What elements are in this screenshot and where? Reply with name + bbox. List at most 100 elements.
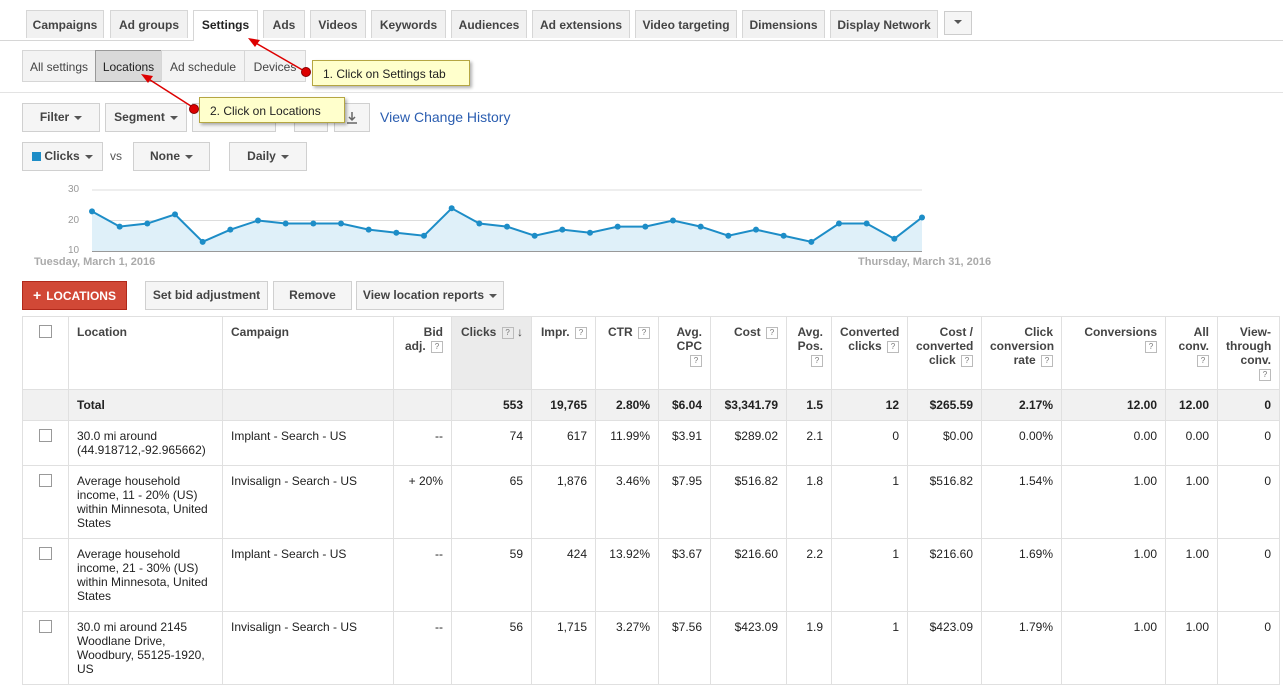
data-point[interactable] xyxy=(587,229,593,236)
row-checkbox[interactable] xyxy=(39,547,52,560)
data-point[interactable] xyxy=(282,220,289,227)
header-click-conversion-rate[interactable]: Click conversion rate ? xyxy=(981,316,1062,390)
campaign-link[interactable]: Implant - Search - US xyxy=(222,538,394,612)
data-point[interactable] xyxy=(338,220,344,227)
help-icon[interactable]: ? xyxy=(1145,340,1157,353)
data-point[interactable] xyxy=(310,220,317,227)
bid-adj-cell[interactable]: -- xyxy=(393,611,452,685)
campaign-link[interactable]: Invisalign - Search - US xyxy=(222,465,394,539)
data-point[interactable] xyxy=(227,226,234,233)
tab-videos[interactable]: Videos xyxy=(310,10,366,38)
set-bid-adjustment-button[interactable]: Set bid adjustment xyxy=(145,281,268,310)
bid-adj-cell[interactable]: -- xyxy=(393,538,452,612)
data-point[interactable] xyxy=(421,232,427,239)
data-point[interactable] xyxy=(116,223,123,230)
period-dropdown[interactable]: Daily xyxy=(229,142,307,171)
filter-button[interactable]: Filter xyxy=(22,103,100,132)
tab-audiences[interactable]: Audiences xyxy=(451,10,527,38)
data-point[interactable] xyxy=(531,232,538,239)
help-icon[interactable]: ? xyxy=(638,326,650,339)
data-point[interactable] xyxy=(476,220,483,227)
tab-settings[interactable]: Settings xyxy=(193,10,258,41)
bid-adj-cell[interactable]: -- xyxy=(393,420,452,466)
data-point[interactable] xyxy=(365,226,372,233)
bid-adj-cell[interactable]: + 20% xyxy=(393,465,452,539)
segment-button[interactable]: Segment xyxy=(105,103,187,132)
metric1-dropdown[interactable]: Clicks xyxy=(22,142,103,171)
tab-ad-groups[interactable]: Ad groups xyxy=(110,10,188,38)
remove-button[interactable]: Remove xyxy=(273,281,352,310)
data-point[interactable] xyxy=(891,235,898,242)
help-icon[interactable]: ? xyxy=(961,354,973,367)
subtab-all-settings[interactable]: All settings xyxy=(22,50,96,82)
header-avg-cpc[interactable]: Avg. CPC ? xyxy=(658,316,711,390)
header-cost-per-converted-click[interactable]: Cost / converted click ? xyxy=(907,316,982,390)
data-point[interactable] xyxy=(725,232,732,239)
subtab-devices[interactable]: Devices xyxy=(244,50,306,82)
total-click-conv-rate: 2.17% xyxy=(981,389,1062,421)
header-clicks[interactable]: Clicks ? ↓ xyxy=(451,316,532,390)
header-ctr[interactable]: CTR ? xyxy=(595,316,659,390)
header-location[interactable]: Location xyxy=(68,316,223,390)
metric2-dropdown[interactable]: None xyxy=(133,142,210,171)
subtab-ad-schedule[interactable]: Ad schedule xyxy=(161,50,245,82)
header-avg-pos[interactable]: Avg. Pos. ? xyxy=(786,316,832,390)
data-point[interactable] xyxy=(89,208,95,215)
header-conversions[interactable]: Conversions ? xyxy=(1061,316,1166,390)
row-checkbox[interactable] xyxy=(39,474,52,487)
row-checkbox[interactable] xyxy=(39,429,52,442)
help-icon[interactable]: ? xyxy=(1041,354,1053,367)
help-icon[interactable]: ? xyxy=(431,340,443,353)
campaign-link[interactable]: Invisalign - Search - US xyxy=(222,611,394,685)
more-tabs-dropdown[interactable] xyxy=(944,11,972,35)
campaign-link[interactable]: Implant - Search - US xyxy=(222,420,394,466)
row-checkbox[interactable] xyxy=(39,620,52,633)
data-point[interactable] xyxy=(199,238,206,245)
header-view-through-conv[interactable]: View-through conv. ? xyxy=(1217,316,1280,390)
help-icon[interactable]: ? xyxy=(811,354,823,367)
tab-ads[interactable]: Ads xyxy=(263,10,305,38)
data-point[interactable] xyxy=(670,217,676,224)
header-all-conv[interactable]: All conv. ? xyxy=(1165,316,1218,390)
tab-dimensions[interactable]: Dimensions xyxy=(742,10,825,38)
help-icon[interactable]: ? xyxy=(690,354,702,367)
header-impr[interactable]: Impr. ? xyxy=(531,316,596,390)
help-icon[interactable]: ? xyxy=(766,326,778,339)
help-icon[interactable]: ? xyxy=(887,340,899,353)
tab-campaigns[interactable]: Campaigns xyxy=(26,10,104,38)
table-row: Average household income, 21 - 30% (US) … xyxy=(22,538,1280,612)
data-point[interactable] xyxy=(172,211,178,218)
chevron-down-icon xyxy=(954,20,962,25)
data-point[interactable] xyxy=(559,226,566,233)
view-change-history-link[interactable]: View Change History xyxy=(380,109,511,125)
data-point[interactable] xyxy=(863,220,870,227)
data-point[interactable] xyxy=(919,214,925,221)
tab-display-network[interactable]: Display Network xyxy=(830,10,938,38)
tab-keywords[interactable]: Keywords xyxy=(371,10,446,38)
add-locations-button[interactable]: + LOCATIONS xyxy=(22,281,127,310)
data-point[interactable] xyxy=(808,238,815,245)
help-icon[interactable]: ? xyxy=(1259,368,1271,381)
data-point[interactable] xyxy=(393,229,400,236)
tab-video-targeting[interactable]: Video targeting xyxy=(635,10,737,38)
header-converted-clicks[interactable]: Converted clicks ? xyxy=(831,316,908,390)
select-all-checkbox[interactable] xyxy=(39,325,52,338)
help-icon[interactable]: ? xyxy=(501,326,514,339)
help-icon[interactable]: ? xyxy=(1197,354,1209,367)
data-point[interactable] xyxy=(836,220,842,227)
data-point[interactable] xyxy=(504,223,510,230)
data-point[interactable] xyxy=(614,223,621,230)
data-point[interactable] xyxy=(780,232,787,239)
view-location-reports-button[interactable]: View location reports xyxy=(356,281,504,310)
data-point[interactable] xyxy=(144,220,151,227)
data-point[interactable] xyxy=(753,226,759,233)
data-point[interactable] xyxy=(697,223,704,230)
data-point[interactable] xyxy=(448,205,455,212)
data-point[interactable] xyxy=(255,217,261,224)
help-icon[interactable]: ? xyxy=(575,326,587,339)
header-cost[interactable]: Cost ? xyxy=(710,316,787,390)
header-bid-adj[interactable]: Bid adj. ? xyxy=(393,316,452,390)
header-campaign[interactable]: Campaign xyxy=(222,316,394,390)
data-point[interactable] xyxy=(642,223,649,230)
tab-ad-extensions[interactable]: Ad extensions xyxy=(532,10,630,38)
